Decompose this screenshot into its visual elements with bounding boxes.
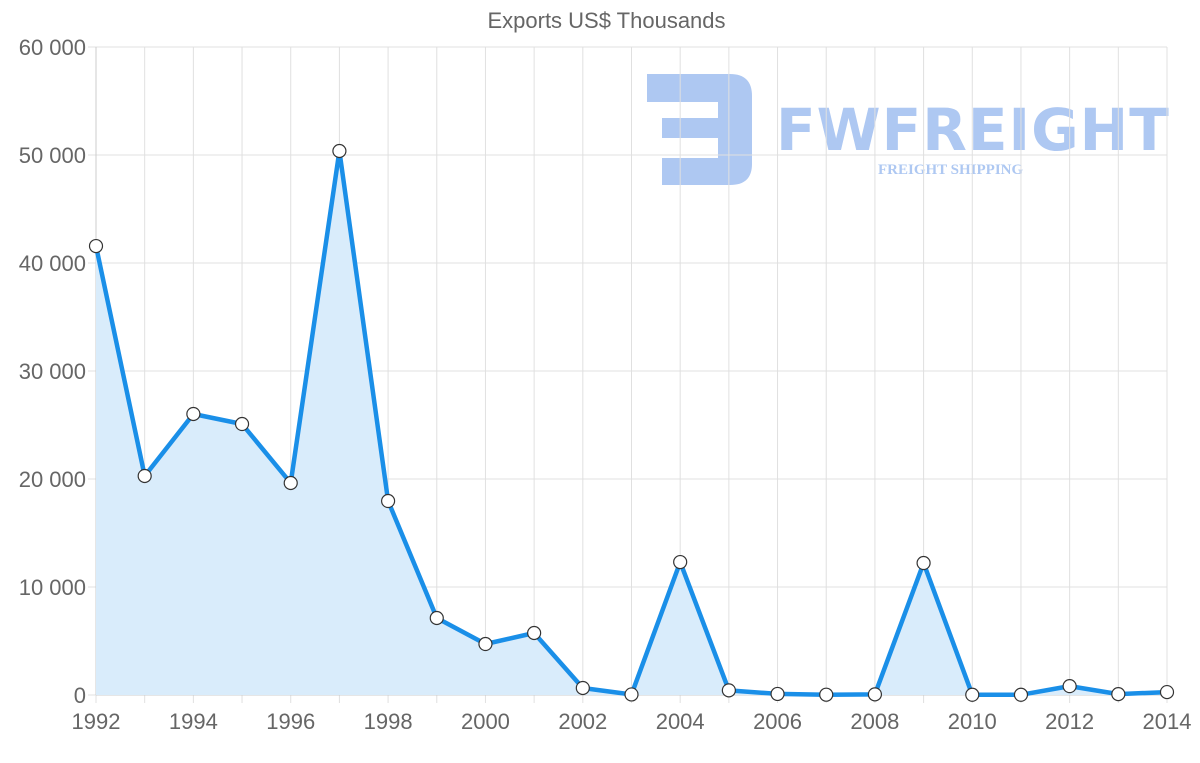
y-tick-label: 10 000 <box>19 575 86 600</box>
data-point[interactable] <box>332 143 347 159</box>
x-tick-label: 1992 <box>72 709 121 734</box>
data-point[interactable] <box>1013 687 1029 702</box>
data-point[interactable] <box>137 468 152 484</box>
data-point[interactable] <box>283 475 298 491</box>
data-point[interactable] <box>721 683 736 698</box>
watermark-tagline: FREIGHT SHIPPING <box>878 162 1023 178</box>
data-point[interactable] <box>819 687 834 702</box>
x-tick-label: 1998 <box>364 709 413 734</box>
y-tick-label: 50 000 <box>19 143 86 168</box>
y-tick-label: 30 000 <box>19 359 86 384</box>
watermark-brand: FWFREIGHT <box>776 96 1170 164</box>
x-tick-label: 2012 <box>1045 709 1094 734</box>
data-point[interactable] <box>527 625 542 641</box>
y-tick-label: 0 <box>74 683 86 708</box>
data-point[interactable] <box>575 680 590 696</box>
x-axis: 1992 1994 1996 1998 2000 2002 2004 2006 2008 2010… <box>72 709 1192 734</box>
data-point[interactable] <box>380 493 396 509</box>
data-point[interactable] <box>1062 679 1077 694</box>
data-point[interactable] <box>186 406 201 422</box>
data-point[interactable] <box>88 238 104 254</box>
y-tick-label: 60 000 <box>19 35 86 60</box>
x-tick-label: 2000 <box>461 709 510 734</box>
data-point[interactable] <box>1159 684 1175 700</box>
x-tick-label: 2014 <box>1143 709 1192 734</box>
data-point[interactable] <box>673 554 688 570</box>
x-tick-label: 1996 <box>266 709 315 734</box>
chart-title: Exports US$ Thousands <box>487 8 726 33</box>
data-point[interactable] <box>1111 687 1126 702</box>
data-point[interactable] <box>965 687 980 702</box>
data-point[interactable] <box>478 636 493 652</box>
x-tick-label: 2002 <box>558 709 607 734</box>
data-point[interactable] <box>770 686 785 702</box>
x-tick-label: 1994 <box>169 709 218 734</box>
data-point[interactable] <box>234 416 250 432</box>
data-points <box>88 143 1175 702</box>
x-tick-label: 2006 <box>753 709 802 734</box>
x-tick-label: 2008 <box>850 709 899 734</box>
fwfreight-logo-icon <box>647 74 752 185</box>
area-fill <box>96 151 1167 695</box>
data-point[interactable] <box>624 687 639 702</box>
x-tick-label: 2010 <box>948 709 997 734</box>
x-tick-label: 2004 <box>656 709 705 734</box>
data-point[interactable] <box>429 610 444 626</box>
y-tick-label: 20 000 <box>19 467 86 492</box>
y-axis: 0 10 000 20 000 30 000 40 000 50 000 60 000 <box>19 35 86 708</box>
data-point[interactable] <box>867 687 883 702</box>
y-tick-label: 40 000 <box>19 251 86 276</box>
fwfreight-watermark: FWFREIGHT FREIGHT SHIPPING <box>647 74 1170 185</box>
data-point[interactable] <box>916 555 931 571</box>
